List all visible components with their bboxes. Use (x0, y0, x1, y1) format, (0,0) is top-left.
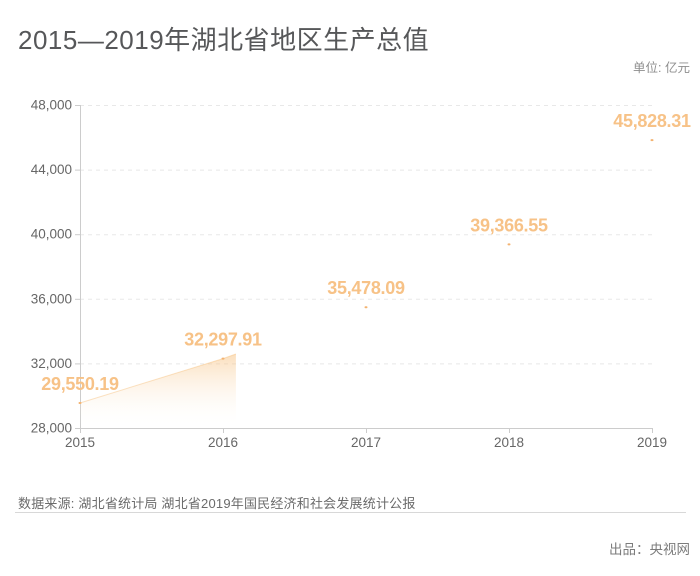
data-label-2016: 32,297.91 (184, 330, 262, 350)
gdp-area-fill (80, 354, 236, 428)
y-tick-label-40000: 40,000 (31, 227, 72, 242)
y-tick-label-28000: 28,000 (31, 421, 72, 436)
y-tick-label-48000: 48,000 (31, 98, 72, 113)
data-point-2019 (650, 139, 654, 142)
footer-divider (15, 512, 686, 513)
data-source-label: 数据来源: 湖北省统计局 湖北省2019年国民经济和社会发展统计公报 (18, 496, 416, 511)
data-point-2017 (364, 306, 368, 309)
data-label-2018: 39,366.55 (470, 215, 548, 235)
data-label-2017: 35,478.09 (327, 278, 405, 298)
data-label-2019: 45,828.31 (613, 111, 691, 131)
x-tick-label-2016: 2016 (208, 435, 238, 450)
data-label-2015: 29,550.19 (41, 374, 119, 394)
page-title: 2015—2019年湖北省地区生产总值 (18, 25, 430, 55)
y-tick-label-44000: 44,000 (31, 162, 72, 177)
y-tick-label-36000: 36,000 (31, 291, 72, 306)
y-tick-label-32000: 32,000 (31, 356, 72, 371)
gdp-area-chart: 28,000 32,000 36,000 40,000 44,000 48,000 2015… (31, 98, 692, 451)
x-tick-label-2019: 2019 (637, 435, 667, 450)
data-point-2018 (507, 243, 511, 246)
x-tick-label-2018: 2018 (494, 435, 524, 450)
x-tick-label-2015: 2015 (65, 435, 95, 450)
x-tick-label-2017: 2017 (351, 435, 381, 450)
unit-label: 单位: 亿元 (633, 61, 690, 75)
data-point-2015 (78, 401, 82, 404)
data-point-2016 (221, 357, 225, 360)
producer-label: 出品：央视网 (609, 542, 690, 557)
